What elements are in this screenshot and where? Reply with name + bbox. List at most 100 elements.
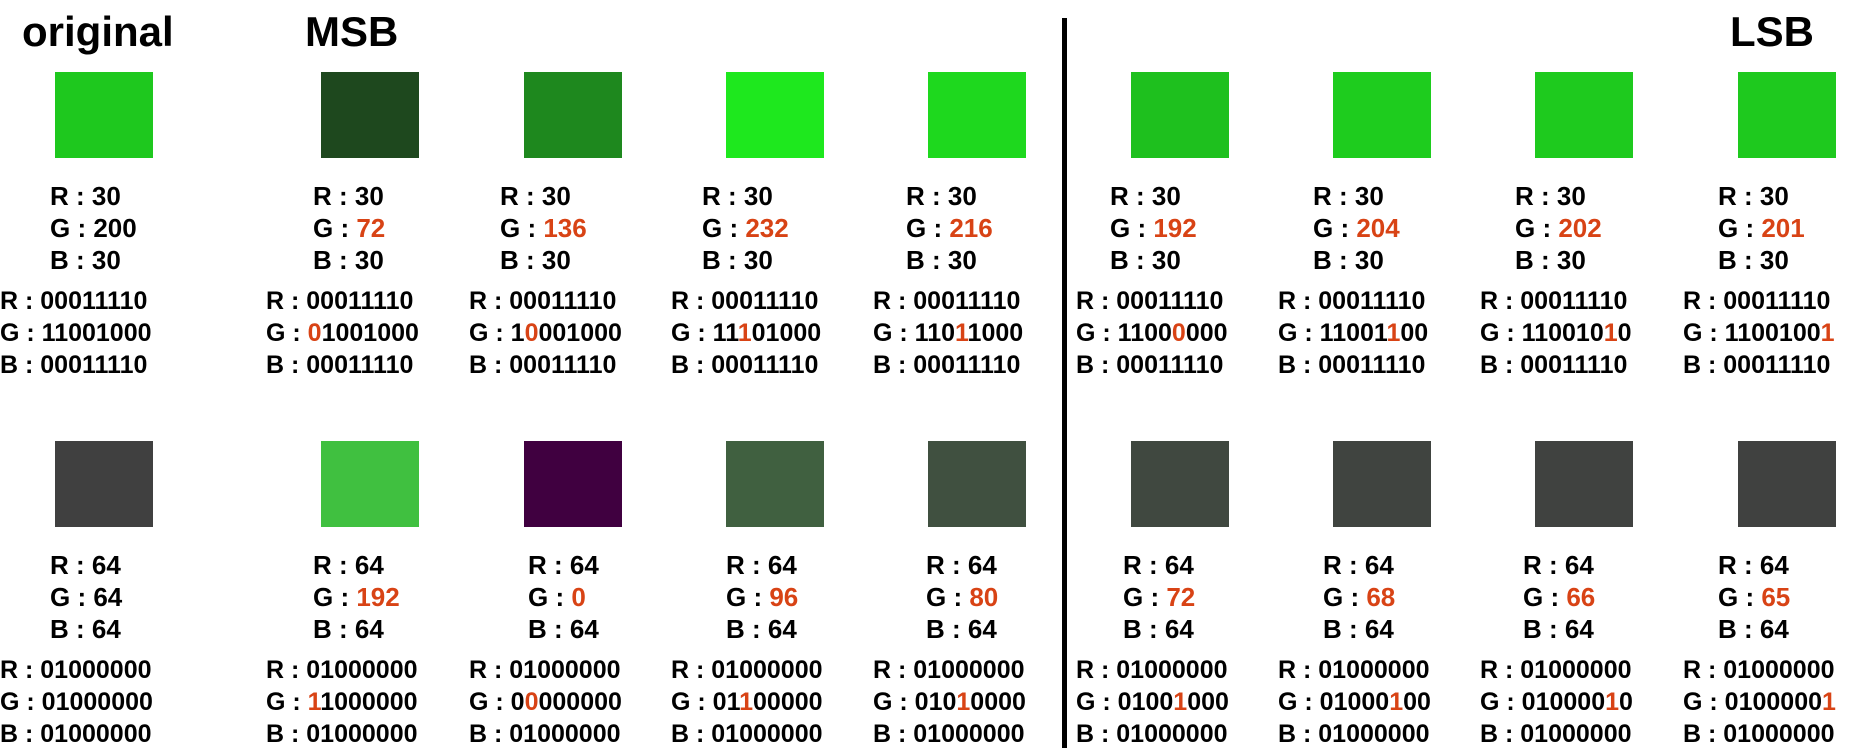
color-swatch <box>1738 441 1836 527</box>
bit: 0 <box>984 688 999 716</box>
b-label: B : <box>469 720 510 748</box>
r-decimal-value: 30 <box>1556 181 1586 211</box>
b-binary-value: 01000000 <box>1116 720 1228 748</box>
decimal-values: R : 64 G : 96 B : 64 <box>726 549 798 645</box>
bit: 0 <box>1414 319 1429 347</box>
g-binary-value: 01001000 <box>1118 688 1229 716</box>
b-decimal-line: B : 64 <box>1123 613 1195 645</box>
b-binary-value: 01000000 <box>40 720 152 748</box>
bit: 0 <box>1213 319 1228 347</box>
g-binary-line: G : 11001001 <box>1683 317 1835 349</box>
b-binary-value: 00011110 <box>1520 351 1628 379</box>
bit: 0 <box>594 688 609 716</box>
bit: 0 <box>1145 688 1160 716</box>
b-decimal-line: B : 64 <box>313 613 400 645</box>
bit: 0 <box>334 688 349 716</box>
bit: 1 <box>914 319 928 347</box>
binary-values: R : 00011110 G : 11101000 B : 00011110 <box>671 285 821 381</box>
r-decimal-value: 30 <box>1151 181 1181 211</box>
bit: 0 <box>1117 688 1132 716</box>
bit: 0 <box>348 688 362 716</box>
bit: 0 <box>1766 688 1781 716</box>
flipped-bit: 0 <box>1171 319 1186 347</box>
r-binary-line: R : 01000000 <box>0 654 153 686</box>
decimal-values: R : 30 G : 136 B : 30 <box>500 180 587 276</box>
bit: 1 <box>1521 319 1535 347</box>
b-label: B : <box>0 720 41 748</box>
bit: 1 <box>712 319 726 347</box>
r-decimal-line: R : 64 <box>313 549 400 581</box>
b-decimal-value: 30 <box>743 245 773 275</box>
g-label: G : <box>671 319 713 347</box>
b-decimal-line: B : 64 <box>1523 613 1595 645</box>
g-label: G : <box>1313 213 1357 243</box>
bit: 1 <box>1535 688 1550 716</box>
g-binary-line: G : 01000100 <box>1278 686 1431 718</box>
bit: 1 <box>927 319 942 347</box>
b-label: B : <box>0 351 41 379</box>
color-swatch <box>1738 72 1836 158</box>
bit: 0 <box>1562 319 1576 347</box>
g-binary-value: 11011000 <box>915 319 1024 347</box>
bit: 0 <box>1549 688 1564 716</box>
bit: 0 <box>1400 319 1415 347</box>
b-decimal-value: 64 <box>767 614 797 644</box>
g-binary-line: G : 01001000 <box>266 317 419 349</box>
g-binary-value: 01000100 <box>1320 688 1431 716</box>
b-label: B : <box>266 351 307 379</box>
g-decimal-line: G : 202 <box>1515 212 1602 244</box>
r-label: R : <box>266 656 307 684</box>
r-binary-value: 01000000 <box>40 656 152 684</box>
g-decimal-line: G : 192 <box>313 581 400 613</box>
flipped-bit: 1 <box>1386 319 1401 347</box>
flipped-bit: 1 <box>1822 688 1836 716</box>
g-binary-value: 01000001 <box>1725 688 1836 716</box>
r-label: R : <box>1278 656 1319 684</box>
r-binary-line: R : 01000000 <box>1076 654 1229 686</box>
g-binary-value: 11001010 <box>1522 319 1632 347</box>
binary-values: R : 00011110 G : 11001000 B : 00011110 <box>0 285 152 381</box>
g-binary-line: G : 11011000 <box>873 317 1023 349</box>
g-decimal-line: G : 68 <box>1323 581 1395 613</box>
r-decimal-line: R : 64 <box>726 549 798 581</box>
b-binary-line: B : 01000000 <box>0 718 153 750</box>
g-decimal-line: G : 0 <box>528 581 599 613</box>
b-decimal-line: B : 64 <box>50 613 122 645</box>
binary-values: R : 01000000 G : 01000100 B : 01000000 <box>1278 654 1431 750</box>
bit: 1 <box>1319 319 1333 347</box>
bit: 0 <box>349 319 364 347</box>
b-decimal-value: 64 <box>91 614 121 644</box>
r-decimal-line: R : 30 <box>1718 180 1805 212</box>
bit: 0 <box>970 688 985 716</box>
b-binary-value: 00011110 <box>913 351 1021 379</box>
g-binary-line: G : 01000000 <box>0 686 153 718</box>
color-swatch <box>321 72 419 158</box>
g-decimal-line: G : 66 <box>1523 581 1595 613</box>
b-decimal-line: B : 30 <box>702 244 789 276</box>
g-binary-value: 11001001 <box>1725 319 1835 347</box>
bit: 1 <box>765 319 780 347</box>
binary-values: R : 00011110 G : 11001001 B : 00011110 <box>1683 285 1835 381</box>
color-swatch <box>1333 441 1431 527</box>
g-label: G : <box>1515 213 1559 243</box>
g-label: G : <box>266 319 308 347</box>
b-decimal-line: B : 64 <box>726 613 798 645</box>
b-binary-line: B : 00011110 <box>0 349 152 381</box>
color-swatch <box>928 72 1026 158</box>
bit: 0 <box>608 688 622 716</box>
g-binary-line: G : 01000010 <box>1480 686 1633 718</box>
b-binary-value: 01000000 <box>1318 720 1430 748</box>
g-label: G : <box>50 213 94 243</box>
g-decimal-value: 232 <box>745 213 789 243</box>
r-decimal-value: 30 <box>947 181 977 211</box>
g-label: G : <box>266 688 308 716</box>
r-label: R : <box>50 181 92 211</box>
r-binary-line: R : 00011110 <box>266 285 419 317</box>
lsb-heading: LSB <box>1730 8 1814 55</box>
g-label: G : <box>1718 582 1762 612</box>
b-label: B : <box>726 614 768 644</box>
b-decimal-value: 64 <box>354 614 384 644</box>
b-decimal-value: 30 <box>1556 245 1586 275</box>
b-decimal-value: 30 <box>354 245 384 275</box>
b-binary-value: 00011110 <box>711 351 819 379</box>
